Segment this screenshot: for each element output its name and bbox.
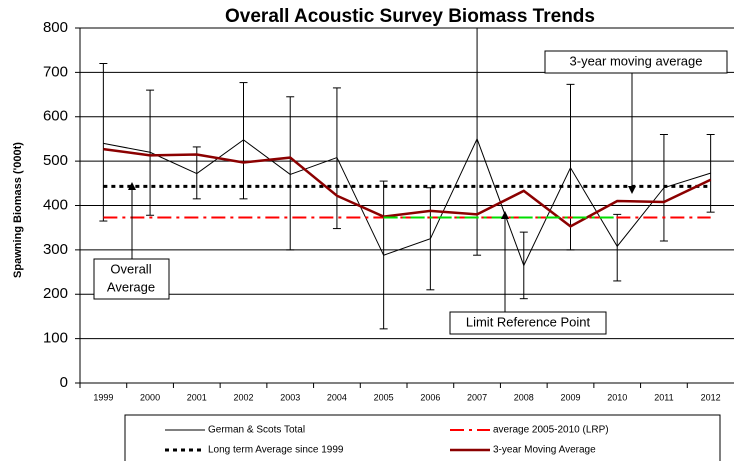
x-tick-label: 2005 [374, 392, 394, 402]
legend-label: German & Scots Total [208, 425, 305, 436]
x-tick-label: 2002 [233, 392, 253, 402]
series-line [103, 137, 711, 267]
annotation-moving-average: 3-year moving average [544, 50, 728, 194]
annotation-lrp: Limit Reference Point [449, 211, 607, 335]
annotation-box [449, 311, 607, 335]
x-tick-label: 2000 [140, 392, 160, 402]
x-tick-label: 2006 [420, 392, 440, 402]
error-bar [473, 28, 482, 256]
y-tick-label: 200 [43, 285, 68, 302]
y-tick-label: 500 [43, 152, 68, 169]
annotation-text: Limit Reference Point [466, 314, 591, 329]
y-axis-label: Spawning Biomass ('000t) [12, 142, 24, 278]
x-tick-label: 2001 [187, 392, 207, 402]
error-bar [99, 63, 108, 222]
annotation-overall: Overall Average [93, 182, 170, 300]
y-tick-label: 100 [43, 330, 68, 347]
x-tick-label: 2008 [514, 392, 534, 402]
error-bar [239, 82, 248, 200]
y-tick-label: 0 [60, 374, 68, 391]
y-tick-label: 300 [43, 241, 68, 258]
x-tick-label: 2010 [607, 392, 627, 402]
y-tick-label: 400 [43, 196, 68, 213]
annotation-text: Overall [110, 261, 151, 276]
x-tick-label: 1999 [93, 392, 113, 402]
error-bar [286, 96, 295, 251]
chart-title: Overall Acoustic Survey Biomass Trends [225, 6, 595, 27]
y-tick-label: 800 [43, 19, 68, 36]
annotation-box [93, 258, 170, 300]
annotation-text: Average [107, 279, 155, 294]
legend-label: Long term Average since 1999 [208, 445, 344, 456]
annotation-box [544, 50, 728, 74]
x-tick-label: 2004 [327, 392, 347, 402]
annotation-text: 3-year moving average [570, 53, 703, 68]
legend-label: 3-year Moving Average [493, 445, 596, 456]
y-tick-label: 700 [43, 63, 68, 80]
y-tick-label: 600 [43, 108, 68, 125]
x-tick-label: 2011 [654, 392, 673, 402]
legend-label: average 2005-2010 (LRP) [493, 425, 609, 436]
x-tick-label: 2009 [560, 392, 580, 402]
legend [124, 414, 721, 461]
x-tick-label: 2003 [280, 392, 300, 402]
x-tick-label: 2007 [467, 392, 487, 402]
series-line [103, 147, 712, 228]
x-tick-label: 2012 [701, 392, 721, 402]
error-bar [613, 213, 622, 282]
